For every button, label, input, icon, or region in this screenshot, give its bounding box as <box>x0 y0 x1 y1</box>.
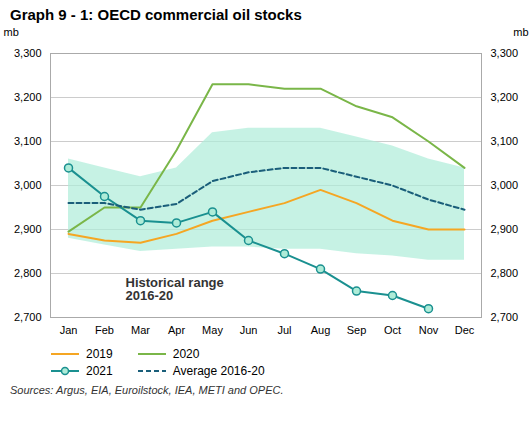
html-text:2021: 2021 <box>86 364 113 378</box>
svg-text:Nov: Nov <box>419 324 439 336</box>
svg-text:2,700: 2,700 <box>14 311 42 323</box>
svg-text:Jul: Jul <box>277 324 291 336</box>
html-text:Average 2016-20: Average 2016-20 <box>172 364 265 378</box>
svg-text:Apr: Apr <box>168 324 185 336</box>
svg-text:2,800: 2,800 <box>14 267 42 279</box>
svg-text:Sep: Sep <box>347 324 367 336</box>
html-text:2020: 2020 <box>172 347 200 361</box>
svg-text:2,900: 2,900 <box>491 223 519 235</box>
svg-text:2,800: 2,800 <box>491 267 519 279</box>
svg-text:3,200: 3,200 <box>14 91 42 103</box>
html-text:2019: 2019 <box>86 347 113 361</box>
svg-text:Dec: Dec <box>455 324 475 336</box>
svg-text:Mar: Mar <box>131 324 150 336</box>
svg-text:3,300: 3,300 <box>14 47 42 59</box>
svg-text:Aug: Aug <box>311 324 331 336</box>
svg-text:3,000: 3,000 <box>491 179 519 191</box>
svg-text:2,700: 2,700 <box>491 311 519 323</box>
svg-text:3,100: 3,100 <box>491 135 519 147</box>
svg-text:mb: mb <box>4 26 19 38</box>
svg-text:Jan: Jan <box>60 324 78 336</box>
svg-text:3,100: 3,100 <box>14 135 42 147</box>
html-text:Sources: Argus, EIA, Euroilsto: Sources: Argus, EIA, Euroilstock, IEA, M… <box>10 384 284 396</box>
svg-text:mb: mb <box>513 26 528 38</box>
svg-text:May: May <box>202 324 223 336</box>
svg-text:Jun: Jun <box>240 324 258 336</box>
svg-text:3,300: 3,300 <box>491 47 519 59</box>
svg-text:Oct: Oct <box>384 324 401 336</box>
html-text:Graph 9 - 1: OECD commercial o: Graph 9 - 1: OECD commercial oil stocks <box>10 6 302 23</box>
svg-text:3,200: 3,200 <box>491 91 519 103</box>
svg-text:2,900: 2,900 <box>14 223 42 235</box>
svg-text:Historical range2016-20: Historical range2016-20 <box>126 275 224 303</box>
svg-text:Feb: Feb <box>95 324 114 336</box>
svg-text:3,000: 3,000 <box>14 179 42 191</box>
